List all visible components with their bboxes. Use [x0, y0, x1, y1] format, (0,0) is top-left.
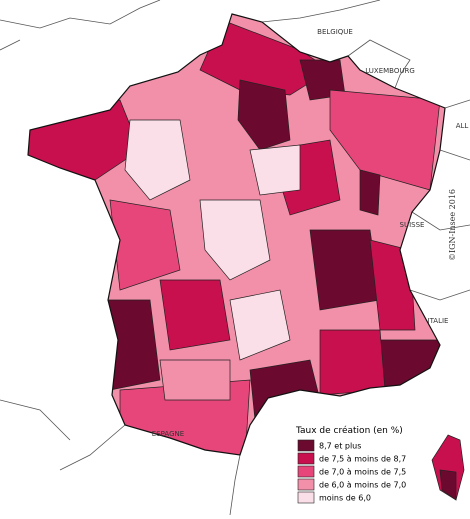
country-label: ITALIE: [428, 317, 449, 325]
zone: [229, 289, 291, 361]
legend-swatch: [297, 491, 315, 504]
zone: [99, 299, 161, 391]
zone: [359, 169, 381, 216]
corsica-zone: [439, 469, 457, 501]
zone: [109, 199, 181, 291]
legend-swatch: [297, 439, 315, 452]
legend-title: Taux de création (en %): [295, 425, 403, 436]
legend-label: de 6,0 à moins de 7,0: [319, 481, 406, 490]
zone: [159, 359, 231, 401]
zone: [379, 339, 445, 396]
legend-label: de 7,0 à moins de 7,5: [319, 468, 406, 477]
zone: [159, 279, 231, 351]
france-outline: [27, 13, 446, 456]
legend-swatch: [297, 452, 315, 465]
zone: [319, 329, 386, 396]
country-label: ALL: [456, 122, 469, 130]
legend-label: 8,7 et plus: [319, 442, 361, 451]
zone: [309, 229, 381, 311]
legend-swatch: [297, 465, 315, 478]
credit: ©IGN-Insee 2016: [448, 189, 457, 261]
zone: [249, 144, 301, 196]
zone: [249, 359, 321, 421]
zone: [237, 79, 291, 151]
legend-label: moins de 6,0: [319, 494, 371, 503]
country-label: LUXEMBOURG: [365, 67, 415, 75]
zone: [124, 119, 191, 201]
zone: [199, 199, 271, 281]
country-label: BELGIQUE: [317, 28, 353, 36]
legend-label: de 7,5 à moins de 8,7: [319, 455, 406, 464]
country-label: SUISSE: [400, 221, 425, 229]
legend-swatch: [297, 478, 315, 491]
legend: 8,7 et plus de 7,5 à moins de 8,7 de 7,0 à…: [297, 439, 406, 504]
country-label: ESPAGNE: [152, 430, 184, 438]
